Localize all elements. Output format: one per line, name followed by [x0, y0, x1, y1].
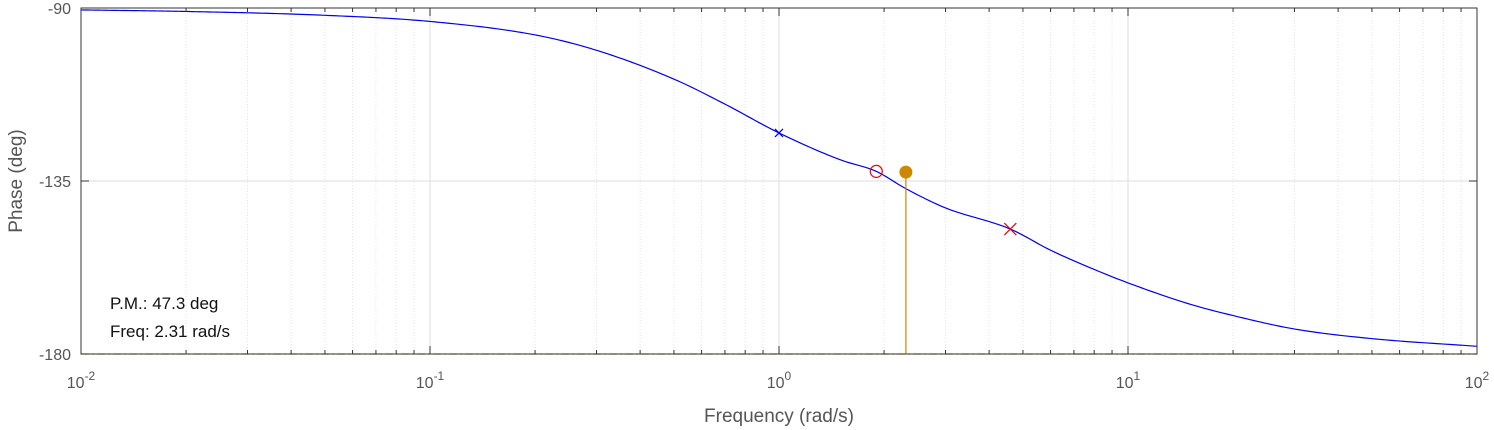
x-tick-label: 10-1 [416, 369, 445, 392]
x-tick-label: 102 [1465, 369, 1490, 392]
y-tick-label: -90 [48, 1, 71, 18]
pole-marker [1003, 222, 1017, 236]
pole-marker-blue [774, 128, 784, 138]
marker-stroke [774, 128, 784, 138]
zero-marker [869, 164, 883, 178]
y-tick-label: -135 [39, 174, 71, 191]
marker-stroke [1003, 222, 1017, 236]
x-axis-label: Frequency (rad/s) [704, 406, 854, 427]
y-axis-label: Phase (deg) [6, 129, 27, 233]
tick-marks [80, 7, 1478, 355]
minor-grid [185, 8, 1462, 354]
x-tick-label: 10-2 [67, 369, 96, 392]
phase-margin-marker [899, 165, 913, 179]
marker-layer [774, 128, 1017, 236]
phase-margin-label: P.M.: 47.3 deg [110, 294, 218, 313]
crossover-frequency-label: Freq: 2.31 rad/s [110, 322, 230, 341]
y-tick-label: -180 [39, 347, 71, 364]
x-tick-label: 101 [1116, 369, 1141, 392]
x-tick-label: 100 [767, 369, 792, 392]
tick-labels: 10-2 10-1 100 101 102 -90 -135 -180 [39, 1, 1490, 392]
